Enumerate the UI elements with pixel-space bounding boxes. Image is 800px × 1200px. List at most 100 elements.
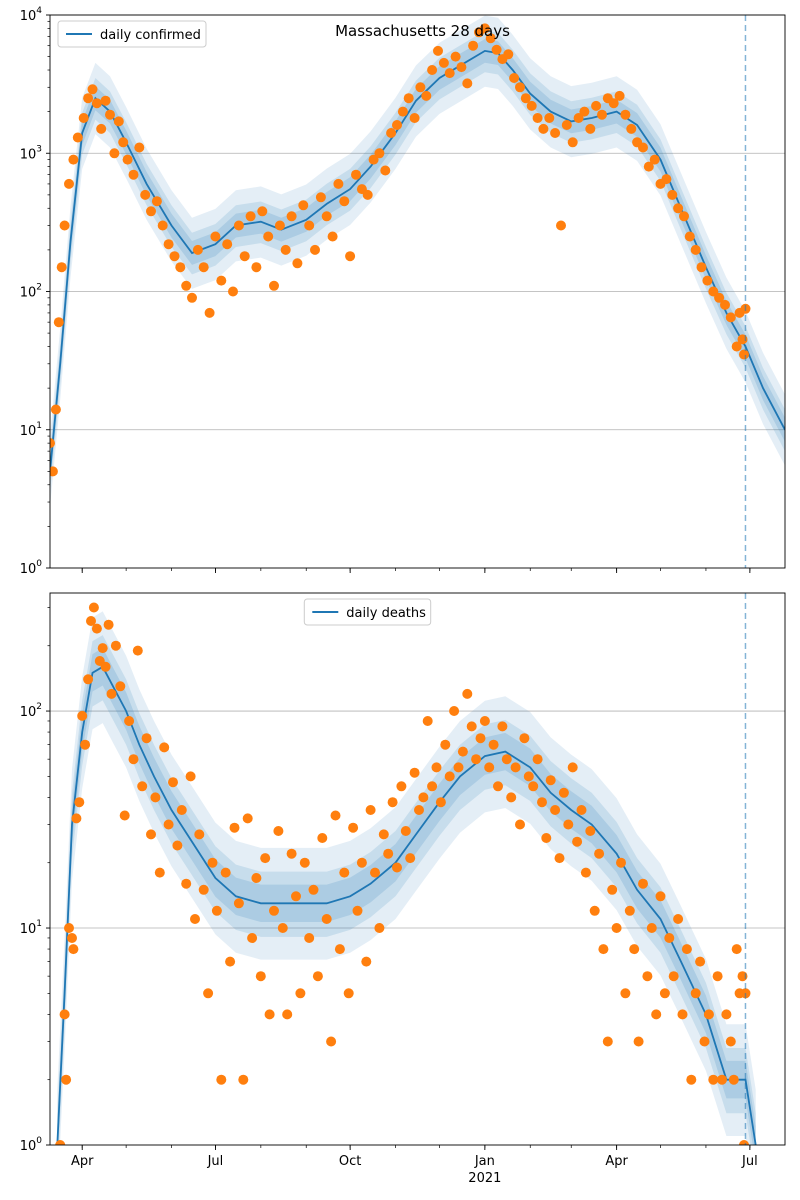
data-point [397, 106, 408, 117]
data-point [573, 113, 584, 123]
data-point [708, 1074, 719, 1085]
data-point [122, 154, 133, 165]
data-point [725, 312, 736, 323]
data-point [141, 733, 152, 744]
data-point [661, 174, 672, 185]
data-point [690, 244, 701, 255]
data-point [118, 137, 129, 148]
data-point [282, 1009, 293, 1020]
data-point [374, 148, 385, 159]
data-point [260, 853, 271, 864]
legend-label: daily confirmed [100, 28, 201, 43]
data-point [591, 100, 602, 111]
data-point [233, 898, 244, 909]
uncertainty-band-1 [57, 611, 756, 1145]
data-point [456, 62, 467, 73]
data-point [190, 914, 200, 924]
data-point [298, 200, 309, 211]
data-point [327, 231, 338, 242]
data-point [50, 438, 55, 449]
data-point [462, 688, 473, 699]
data-point [251, 262, 262, 273]
data-point [351, 169, 361, 180]
data-point [572, 836, 583, 847]
data-point [598, 944, 609, 955]
data-point [651, 1009, 662, 1020]
data-point [222, 239, 233, 250]
uncertainty-band-3 [57, 648, 756, 1145]
data-point [134, 142, 145, 153]
data-point [438, 57, 449, 68]
data-point [137, 781, 148, 792]
data-point [449, 706, 460, 716]
data-point [532, 113, 543, 123]
data-point [146, 829, 156, 840]
data-point [444, 68, 455, 79]
data-point [274, 220, 285, 231]
data-point [172, 840, 183, 851]
data-point [88, 602, 99, 613]
data-point [699, 1036, 710, 1047]
data-point [119, 810, 130, 821]
data-point [712, 971, 723, 982]
x-tick-label: Jul [207, 1154, 224, 1169]
data-point [192, 244, 203, 255]
data-point [299, 857, 310, 868]
legend-box [57, 20, 207, 48]
data-point [110, 640, 121, 651]
data-point [633, 1036, 644, 1047]
data-point [211, 905, 222, 916]
y-tick-label: 104 [20, 6, 43, 24]
data-point [717, 1074, 727, 1085]
data-point [361, 956, 372, 967]
data-point [157, 220, 168, 231]
data-point [233, 220, 244, 231]
data-point [537, 797, 547, 808]
data-point [273, 826, 284, 836]
data-point [56, 262, 67, 273]
data-point [356, 857, 367, 868]
data-point [103, 619, 114, 630]
data-point [128, 169, 139, 180]
uncertainty-band-1 [50, 15, 785, 508]
data-point [433, 45, 443, 56]
data-point [585, 826, 596, 836]
data-point [739, 349, 749, 360]
data-point [292, 258, 303, 269]
data-point [515, 82, 525, 93]
data-point [440, 739, 451, 750]
data-point [624, 905, 635, 916]
data-point [72, 132, 83, 143]
data-point [181, 280, 192, 291]
data-point [169, 251, 180, 262]
data-point [638, 878, 648, 889]
legend-label: daily deaths [346, 606, 426, 621]
data-point [721, 1009, 732, 1020]
data-point [620, 109, 631, 120]
data-point [383, 848, 394, 859]
data-point [154, 867, 165, 878]
data-point [646, 923, 657, 933]
data-point [150, 792, 161, 803]
data-point [602, 1036, 613, 1047]
data-point [269, 280, 279, 291]
data-point [330, 810, 341, 821]
data-point [339, 867, 350, 878]
data-point [348, 822, 359, 833]
data-point [526, 100, 537, 111]
data-point [91, 98, 102, 109]
data-point [245, 211, 256, 222]
plot-area [55, 602, 757, 1145]
data-point [378, 829, 389, 840]
y-tick-label: 101 [20, 919, 42, 937]
data-point [308, 884, 319, 895]
y-tick-label: 100 [20, 559, 43, 577]
data-point [403, 93, 414, 104]
data-point [225, 956, 236, 967]
data-point [696, 262, 707, 273]
data-point [269, 905, 279, 916]
legend: daily confirmed [57, 20, 207, 48]
data-point [503, 49, 514, 60]
series-line-daily-deaths [56, 665, 757, 1145]
data-point [163, 239, 174, 250]
